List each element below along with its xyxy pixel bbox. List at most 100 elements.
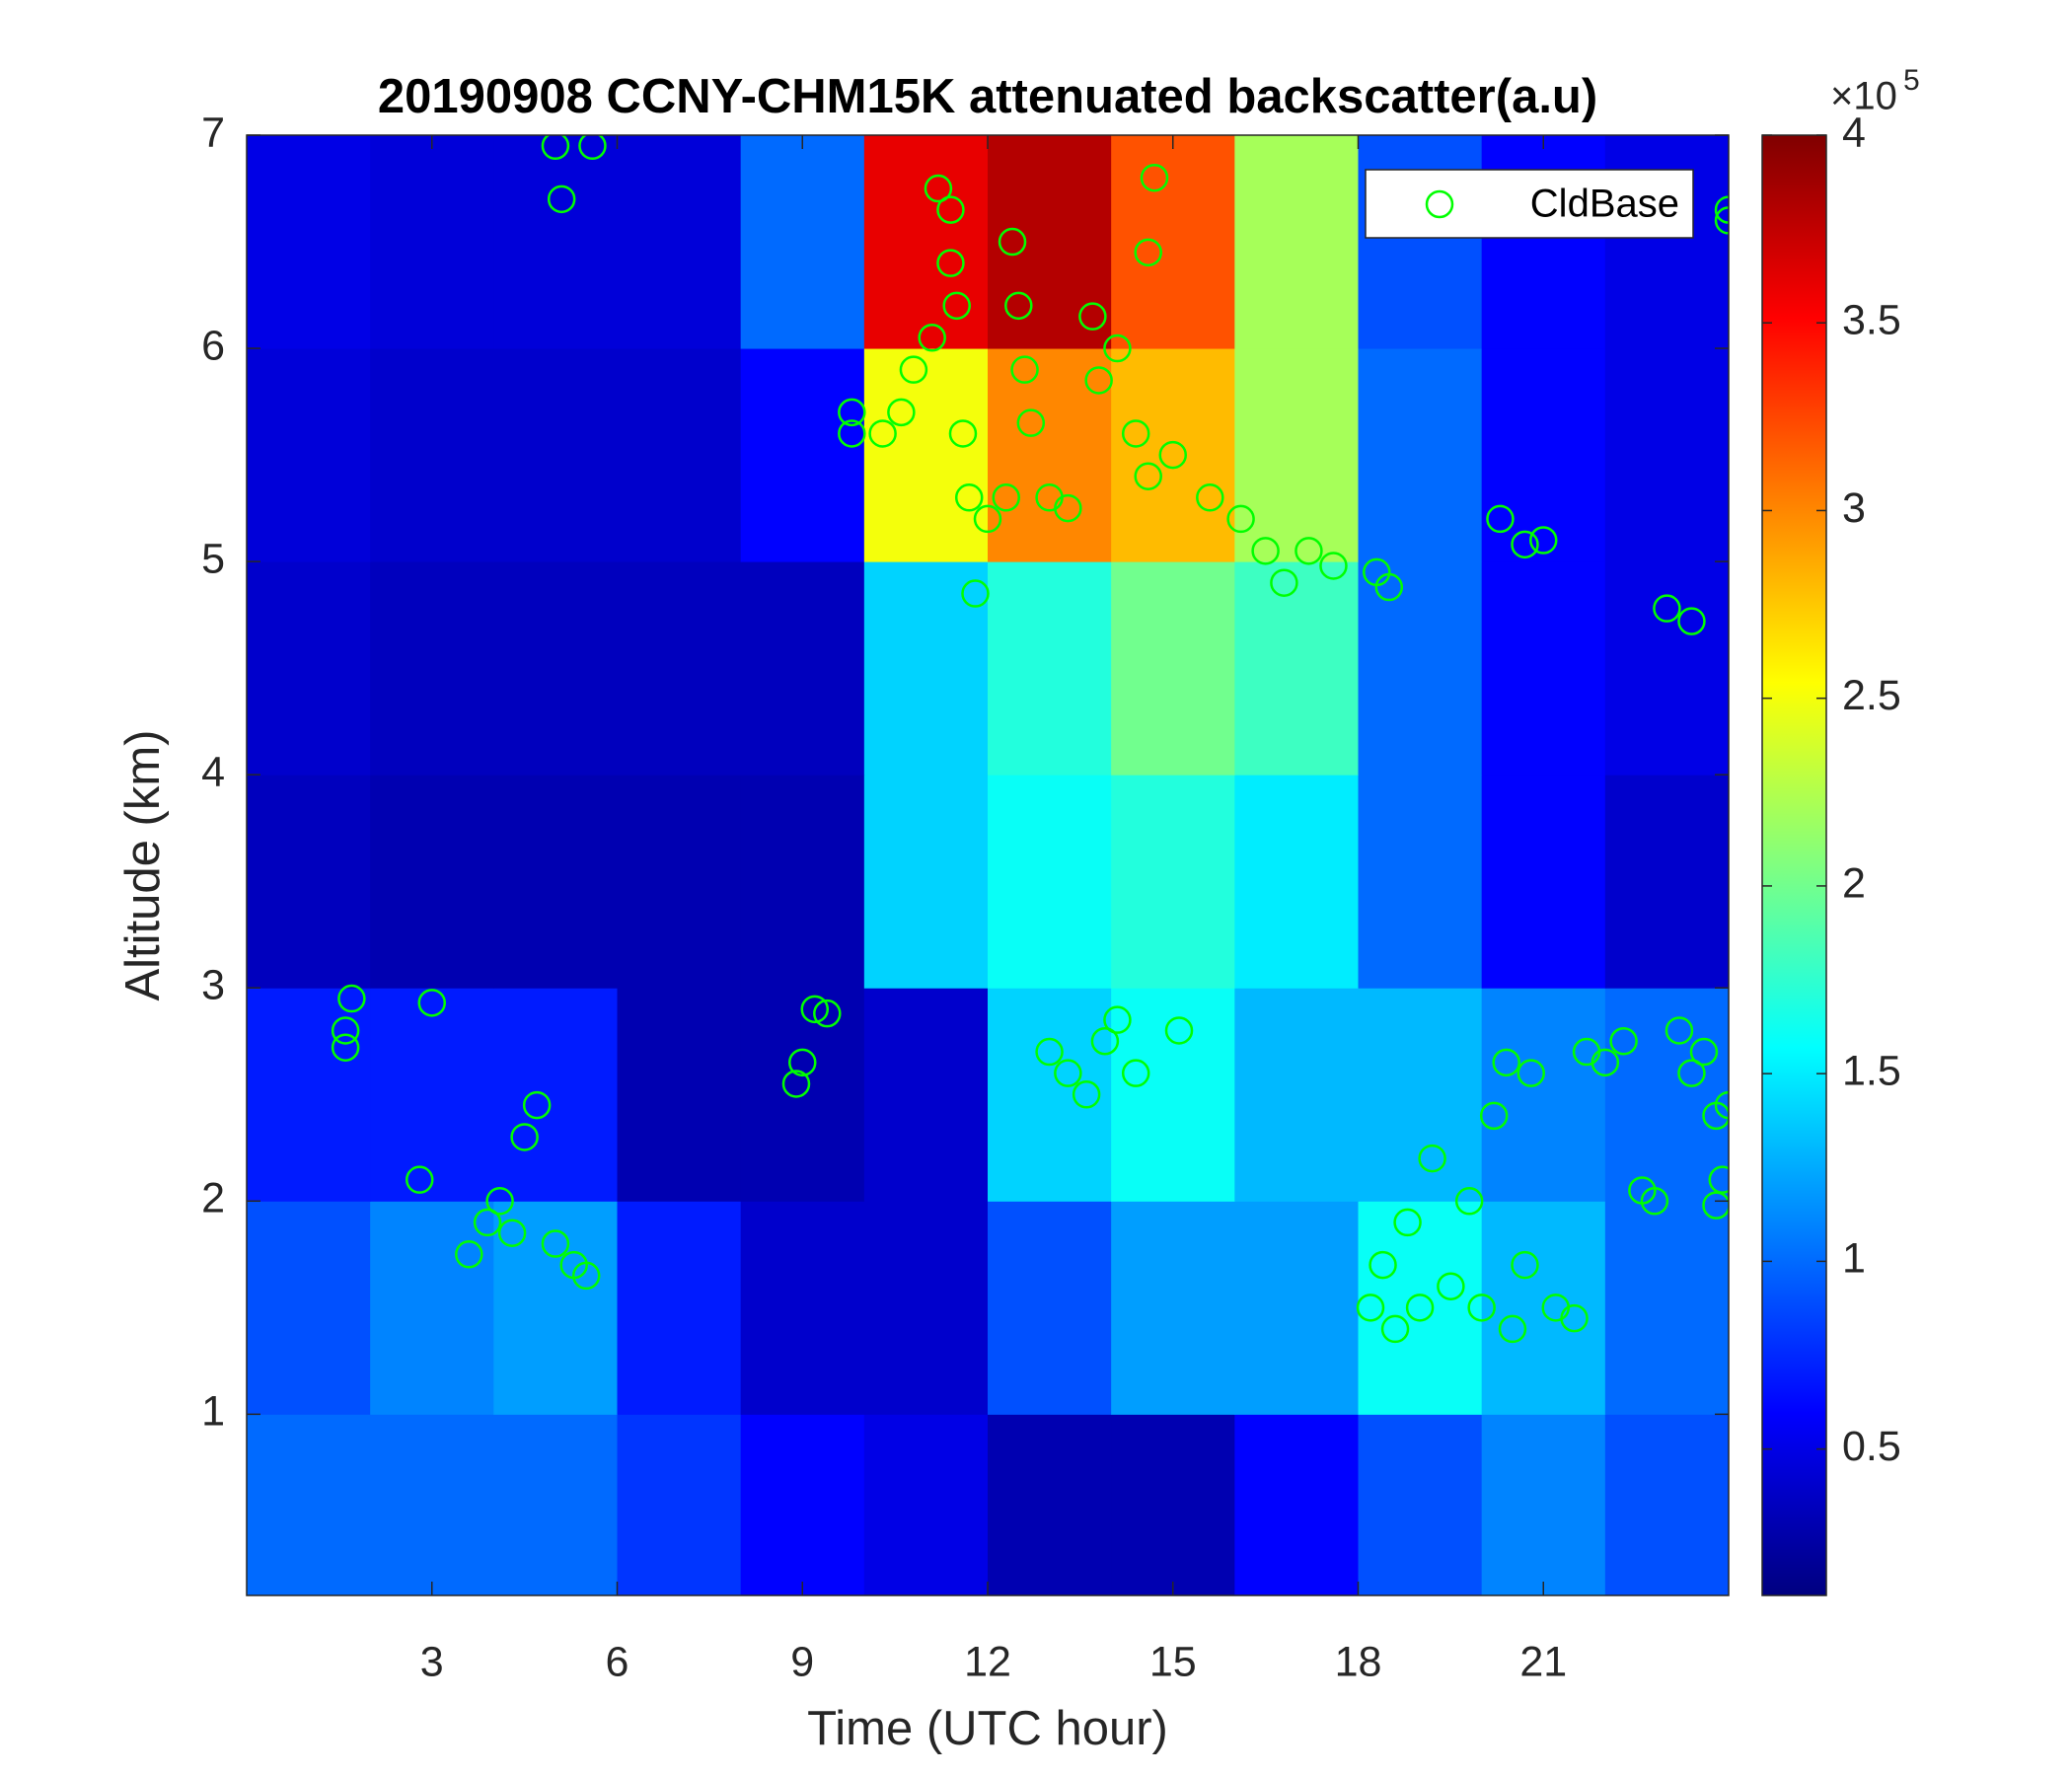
heat-cell bbox=[370, 775, 494, 989]
heat-cell bbox=[370, 561, 494, 776]
heat-cell bbox=[1234, 135, 1359, 349]
cloud-base-point bbox=[924, 174, 953, 203]
heat-cell bbox=[1111, 135, 1235, 349]
heat-cell bbox=[863, 775, 989, 989]
heat-cell bbox=[1481, 561, 1606, 776]
cloud-base-point bbox=[1529, 526, 1558, 555]
cloud-base-point bbox=[1369, 1250, 1397, 1280]
heat-cell bbox=[370, 1201, 494, 1415]
cloud-base-point bbox=[1084, 366, 1113, 395]
x-tick-label: 21 bbox=[1519, 1638, 1567, 1685]
heat-cell bbox=[988, 135, 1112, 349]
cloud-base-point bbox=[1591, 1048, 1620, 1077]
cloud-base-point bbox=[1121, 419, 1150, 448]
cloud-base-point bbox=[998, 227, 1027, 257]
heat-cell bbox=[988, 988, 1112, 1202]
cloud-base-point bbox=[522, 1090, 552, 1120]
legend-marker bbox=[1425, 189, 1454, 219]
heat-cell bbox=[988, 775, 1112, 989]
cloud-base-point bbox=[1374, 572, 1404, 602]
y-tick-label: 4 bbox=[201, 749, 225, 796]
cloud-base-point bbox=[473, 1208, 502, 1237]
colorbar-tick-label: 3 bbox=[1842, 484, 1866, 532]
cloud-base-point bbox=[868, 419, 897, 448]
y-tick-label: 3 bbox=[201, 962, 225, 1009]
heat-cell bbox=[740, 1201, 865, 1415]
cloud-base-point bbox=[1609, 1026, 1638, 1056]
heat-cell bbox=[370, 135, 494, 349]
cloud-base-point bbox=[887, 398, 916, 427]
x-tick-label: 12 bbox=[964, 1638, 1011, 1685]
cloud-base-point bbox=[1078, 302, 1107, 331]
cloud-base-point bbox=[1714, 1090, 1729, 1120]
cloud-base-point bbox=[1665, 1016, 1694, 1045]
cloud-base-point bbox=[1054, 493, 1082, 523]
cloud-base-point bbox=[1479, 1101, 1509, 1131]
heat-cell bbox=[1481, 988, 1606, 1202]
heat-cell bbox=[617, 561, 742, 776]
cloud-base-point bbox=[1010, 355, 1039, 384]
heat-cell bbox=[617, 988, 742, 1202]
cloud-base-point bbox=[417, 989, 446, 1017]
heat-cell bbox=[493, 1414, 618, 1595]
colorbar-tick-label: 1 bbox=[1842, 1235, 1866, 1283]
heat-cell bbox=[1358, 1414, 1483, 1595]
heat-cell bbox=[1604, 988, 1729, 1202]
heat-cell bbox=[740, 1414, 865, 1595]
cloud-base-point bbox=[838, 398, 866, 427]
cloud-base-point bbox=[1004, 291, 1033, 321]
heat-cell bbox=[740, 348, 865, 562]
cloud-base-point bbox=[942, 291, 971, 321]
heat-cell bbox=[740, 561, 865, 776]
cloud-base-point bbox=[813, 999, 842, 1028]
cloud-base-point bbox=[899, 355, 928, 384]
cloud-base-point bbox=[1640, 1187, 1669, 1216]
cloud-base-point bbox=[961, 579, 990, 608]
y-tick-label: 2 bbox=[201, 1175, 225, 1222]
heat-cell bbox=[617, 135, 742, 349]
heat-cell bbox=[1604, 348, 1729, 562]
heat-cell bbox=[1358, 988, 1483, 1202]
y-tick-label: 5 bbox=[201, 535, 225, 582]
cloud-base-point bbox=[1467, 1294, 1496, 1322]
heat-cell bbox=[740, 775, 865, 989]
heat-cell bbox=[370, 1414, 494, 1595]
cloud-base-point bbox=[1164, 1016, 1194, 1045]
cloud-base-point bbox=[954, 483, 984, 512]
cloud-base-point bbox=[1196, 483, 1224, 512]
cloud-base-point bbox=[405, 1165, 434, 1194]
cloud-base-point bbox=[788, 1048, 817, 1077]
cloud-base-point bbox=[1295, 537, 1323, 565]
cloud-base-point bbox=[1714, 195, 1729, 224]
cloud-base-point bbox=[800, 995, 830, 1024]
heat-cell bbox=[617, 775, 742, 989]
heat-cell bbox=[1111, 561, 1235, 776]
colorbar-tick-label: 0.5 bbox=[1842, 1423, 1901, 1470]
cloud-base-point bbox=[1492, 1048, 1520, 1077]
cloud-base-point bbox=[948, 419, 978, 448]
colorbar-tick-label: 2 bbox=[1842, 859, 1866, 907]
y-tick-label: 7 bbox=[201, 109, 225, 156]
cloud-base-point bbox=[1714, 206, 1729, 235]
heat-cell bbox=[1481, 135, 1606, 349]
heat-cell bbox=[1358, 775, 1483, 989]
heat-cell bbox=[1111, 1414, 1235, 1595]
cloud-base-point bbox=[1226, 504, 1255, 534]
cloud-base-point bbox=[1511, 1250, 1539, 1280]
heat-cell bbox=[988, 1201, 1112, 1415]
cloud-base-point bbox=[1517, 1059, 1545, 1087]
cloud-base-point bbox=[331, 1033, 360, 1062]
heat-cell bbox=[863, 135, 989, 349]
cloud-base-point bbox=[1103, 333, 1132, 363]
cloud-base-point bbox=[1653, 594, 1681, 623]
cloud-base-point bbox=[541, 1229, 570, 1258]
heat-cell bbox=[1111, 348, 1235, 562]
cloud-base-point bbox=[1454, 1187, 1484, 1216]
cloud-base-point bbox=[1072, 1080, 1101, 1109]
cloud-base-point bbox=[510, 1123, 539, 1151]
cloud-base-point bbox=[936, 195, 965, 224]
heat-cell bbox=[493, 988, 618, 1202]
cloud-base-point bbox=[1677, 607, 1706, 635]
scatter bbox=[331, 135, 1729, 1344]
colorbar bbox=[1761, 134, 1827, 1596]
